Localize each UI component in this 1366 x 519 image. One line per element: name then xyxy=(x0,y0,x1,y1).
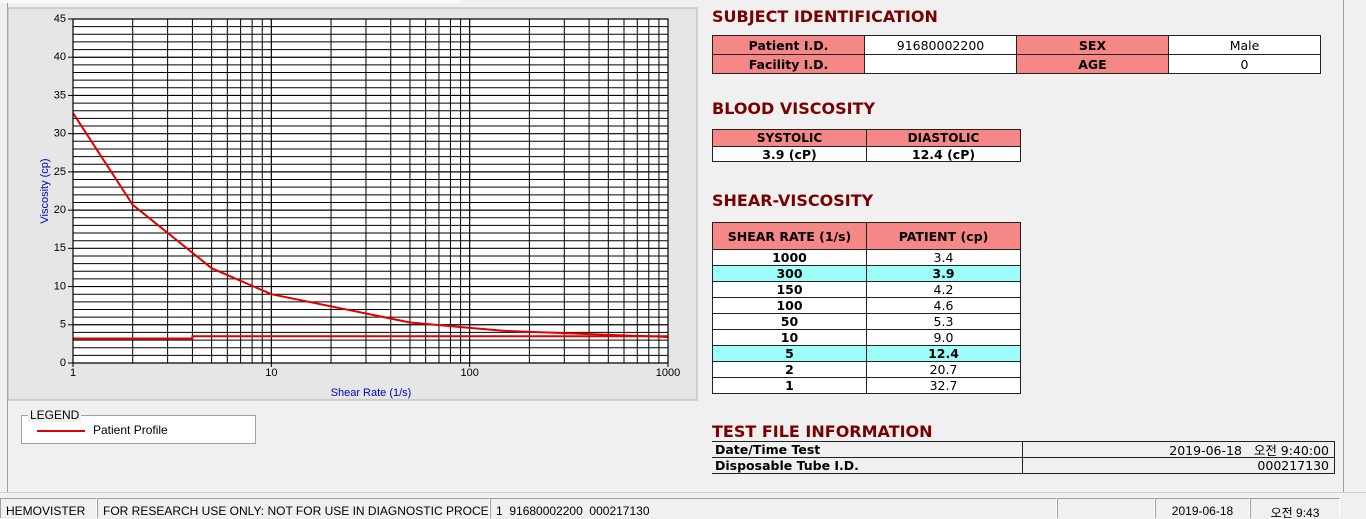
y-tick-label: 25 xyxy=(54,166,66,178)
shear-rate: 300 xyxy=(712,265,867,282)
info-label: Date/Time Test xyxy=(712,441,1023,458)
patient-viscosity: 32.7 xyxy=(866,377,1021,394)
window-frame-right xyxy=(1343,0,1344,492)
y-tick-label: 0 xyxy=(60,357,66,369)
status-cell: HEMOVISTER xyxy=(0,498,97,518)
top-tab xyxy=(0,0,460,3)
chart: Viscosity (cp) Shear Rate (1/s) 1 10 100 10… xyxy=(7,7,698,401)
x-tick-label: 100 xyxy=(460,367,478,379)
field-value: 0 xyxy=(1168,54,1321,74)
column-header: DIASTOLIC xyxy=(866,129,1021,147)
patient-viscosity: 12.4 xyxy=(866,345,1021,362)
viscosity-value: 12.4 (cP) xyxy=(866,146,1021,162)
y-tick-label: 30 xyxy=(54,128,66,140)
section-title: SUBJECT IDENTIFICATION xyxy=(712,7,938,26)
shear-rate: 10 xyxy=(712,329,867,346)
status-bar: HEMOVISTER FOR RESEARCH USE ONLY: NOT FOR… xyxy=(0,492,1366,519)
legend-swatch xyxy=(37,430,85,432)
shear-rate: 5 xyxy=(712,345,867,362)
field-value: Male xyxy=(1168,35,1321,55)
x-tick-label: 1 xyxy=(70,367,76,379)
status-cell: 2019-06-18 xyxy=(1155,498,1250,518)
status-cell xyxy=(1057,498,1155,518)
y-tick-label: 40 xyxy=(54,51,66,63)
status-cell: 1 91680002200 000217130 xyxy=(490,498,1057,518)
section-title: BLOOD VISCOSITY xyxy=(712,99,876,118)
info-label: Disposable Tube I.D. xyxy=(712,457,1023,474)
viscosity-value: 3.9 (cP) xyxy=(712,146,867,162)
series-line xyxy=(73,335,668,340)
section-title: SHEAR-VISCOSITY xyxy=(712,191,874,210)
info-value: 2019-06-18 오전 9:40:00 xyxy=(1022,441,1335,458)
shear-rate: 100 xyxy=(712,297,867,314)
status-cell: FOR RESEARCH USE ONLY: NOT FOR USE IN DI… xyxy=(97,498,490,518)
y-tick-label: 35 xyxy=(54,89,66,101)
field-label: Patient I.D. xyxy=(712,35,865,55)
y-tick-label: 20 xyxy=(54,204,66,216)
patient-viscosity: 9.0 xyxy=(866,329,1021,346)
column-header: SHEAR RATE (1/s) xyxy=(712,222,867,250)
info-value: 000217130 xyxy=(1022,457,1335,474)
status-cell: 오전 9:43 xyxy=(1250,498,1340,518)
column-header: PATIENT (cp) xyxy=(866,222,1021,250)
column-header: SYSTOLIC xyxy=(712,129,867,147)
legend: LEGEND Patient Profile xyxy=(21,408,256,444)
series-line xyxy=(72,112,669,339)
shear-rate: 2 xyxy=(712,361,867,378)
plot-area xyxy=(73,19,668,363)
field-label: SEX xyxy=(1016,35,1169,55)
patient-viscosity: 4.6 xyxy=(866,297,1021,314)
y-axis-label: Viscosity (cp) xyxy=(39,158,51,223)
x-axis-label: Shear Rate (1/s) xyxy=(331,387,412,399)
grid xyxy=(72,18,669,364)
patient-viscosity: 3.9 xyxy=(866,265,1021,282)
shear-rate: 1000 xyxy=(712,249,867,266)
legend-title: LEGEND xyxy=(28,408,82,422)
patient-viscosity: 20.7 xyxy=(866,361,1021,378)
y-tick-label: 45 xyxy=(54,13,66,25)
lines xyxy=(72,112,669,340)
section-title: TEST FILE INFORMATION xyxy=(712,422,933,441)
legend-label: Patient Profile xyxy=(93,423,168,437)
x-tick-label: 1000 xyxy=(656,367,680,379)
field-label: Facility I.D. xyxy=(712,54,865,74)
field-label: AGE xyxy=(1016,54,1169,74)
y-tick-label: 15 xyxy=(54,242,66,254)
patient-viscosity: 3.4 xyxy=(866,249,1021,266)
shear-rate: 50 xyxy=(712,313,867,330)
y-tick-label: 10 xyxy=(54,280,66,292)
y-tick-label: 5 xyxy=(60,319,66,331)
x-tick-label: 10 xyxy=(265,367,277,379)
shear-rate: 150 xyxy=(712,281,867,298)
field-value xyxy=(864,54,1017,74)
patient-viscosity: 4.2 xyxy=(866,281,1021,298)
patient-viscosity: 5.3 xyxy=(866,313,1021,330)
shear-rate: 1 xyxy=(712,377,867,394)
field-value: 91680002200 xyxy=(864,35,1017,55)
plot-border xyxy=(72,18,669,364)
